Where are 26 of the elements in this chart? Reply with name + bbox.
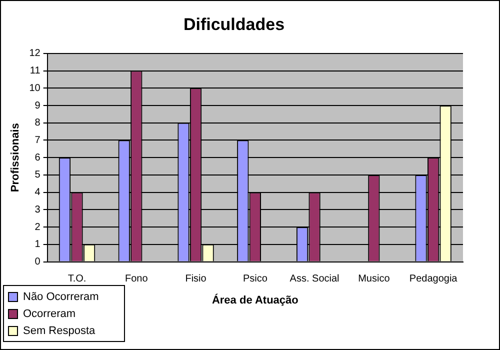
y-tick-label: 7 bbox=[34, 134, 41, 146]
x-axis-title: Área de Atuação bbox=[212, 293, 299, 306]
x-tick-label: Psico bbox=[242, 274, 268, 285]
y-tick-label: 5 bbox=[34, 170, 41, 181]
y-tick-label: 4 bbox=[34, 187, 41, 198]
y-tick-label: 10 bbox=[29, 82, 41, 94]
y-axis-title: Profissionais bbox=[10, 123, 22, 192]
y-tick-label: 11 bbox=[30, 66, 41, 77]
x-tick-label: Pedagogia bbox=[409, 274, 458, 285]
chart-title: Dificuldades bbox=[183, 14, 285, 34]
legend-label: Não Ocorreram bbox=[23, 290, 99, 302]
y-tick-label: 1 bbox=[34, 239, 41, 250]
y-tick-label: 6 bbox=[34, 152, 41, 164]
x-tick-label: T.O. bbox=[68, 274, 86, 285]
y-tick-label: 3 bbox=[34, 204, 41, 216]
legend-label: Ocorreram bbox=[23, 308, 76, 320]
y-tick-label: 2 bbox=[34, 222, 41, 233]
y-tick-label: 0 bbox=[34, 256, 41, 268]
y-tick-label: 8 bbox=[34, 118, 41, 129]
y-tick-label: 9 bbox=[34, 100, 41, 112]
legend-label: Sem Resposta bbox=[23, 324, 96, 336]
y-tick-label: 12 bbox=[29, 48, 41, 60]
x-tick-label: Ass. Social bbox=[290, 274, 340, 285]
x-tick-label: Fisio bbox=[185, 274, 207, 285]
x-tick-label: Fono bbox=[125, 274, 148, 285]
x-tick-label: Musico bbox=[358, 274, 390, 285]
